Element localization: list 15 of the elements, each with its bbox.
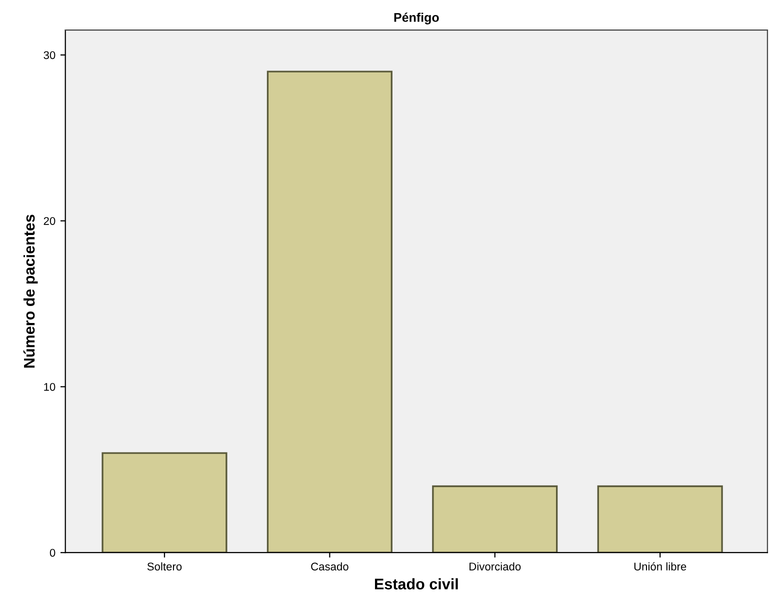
bar <box>432 485 558 553</box>
y-tick-label: 0 <box>50 548 56 557</box>
bar <box>597 485 723 553</box>
y-tick-label: 20 <box>44 217 56 225</box>
y-axis-title: Número de pacientes <box>23 214 38 368</box>
x-tick-label: Divorciado <box>470 562 521 570</box>
chart-title: Pénfigo <box>394 12 439 24</box>
y-tick-label: 30 <box>44 51 56 60</box>
bar <box>266 70 392 553</box>
bar <box>102 452 228 553</box>
x-axis-title: Estado civil <box>374 578 458 590</box>
y-tick-label: 10 <box>44 382 56 391</box>
x-tick-label: Unión libre <box>634 562 686 570</box>
x-tick-label: Soltero <box>147 562 182 570</box>
x-tick-label: Casado <box>311 562 348 570</box>
